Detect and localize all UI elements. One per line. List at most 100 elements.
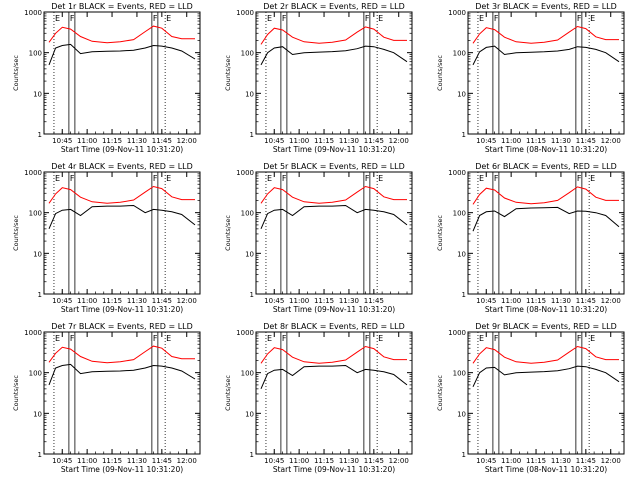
x-tick-label: 11:45: [364, 457, 384, 465]
marker-label: F: [153, 14, 158, 23]
y-tick-label: 1: [462, 131, 466, 139]
series-line: [48, 345, 195, 364]
x-tick-label: 10:45: [52, 137, 72, 145]
x-tick-label: 11:00: [289, 137, 309, 145]
x-tick-label: 11:30: [551, 457, 571, 465]
y-tick-label: 10: [33, 90, 42, 98]
x-tick-label: 11:00: [289, 297, 309, 305]
marker-label: E: [378, 334, 383, 343]
y-tick-label: 1000: [448, 9, 466, 17]
y-tick-label: 1000: [24, 329, 42, 337]
marker-label: F: [70, 174, 75, 183]
x-tick-label: 11:45: [364, 297, 384, 305]
x-tick-label: 10:45: [264, 297, 284, 305]
plot-frame: [467, 331, 625, 455]
x-tick-label: 11:45: [576, 137, 596, 145]
series-line: [48, 363, 196, 386]
y-axis-label: Counts/sec: [224, 215, 232, 251]
y-tick-label: 1: [462, 451, 466, 459]
x-axis-label: Start Time (09-Nov-11 10:31:20): [273, 305, 395, 314]
marker-label: F: [153, 174, 158, 183]
series-line: [472, 345, 619, 364]
x-tick-label: 11:45: [364, 137, 384, 145]
x-tick-label: 11:15: [102, 137, 122, 145]
x-axis-label: Start Time (08-Nov-11 10:31:20): [485, 145, 607, 154]
y-tick-label: 10: [457, 90, 466, 98]
x-tick-label: 11:30: [127, 137, 147, 145]
marker-label: E: [590, 174, 595, 183]
series-line: [48, 25, 195, 44]
x-tick-label: 11:00: [501, 297, 521, 305]
panel-3: Det 3r BLACK = Events, RED = LLD 1 10 100 10…: [436, 2, 625, 154]
marker-label: E: [166, 334, 171, 343]
x-tick-label: 11:15: [102, 297, 122, 305]
x-tick-label: 11:30: [339, 297, 359, 305]
y-tick-label: 100: [241, 50, 254, 58]
y-tick-label: 100: [29, 370, 42, 378]
x-tick-label: 11:15: [526, 457, 546, 465]
marker-label: F: [365, 334, 370, 343]
y-tick-label: 100: [453, 210, 466, 218]
series-line: [260, 364, 408, 389]
x-tick-label: 11:00: [77, 457, 97, 465]
x-tick-label: 10:45: [52, 457, 72, 465]
y-axis-label: Counts/sec: [224, 375, 232, 411]
chart-title: Det 1r BLACK = Events, RED = LLD: [51, 2, 193, 11]
chart-title: Det 7r BLACK = Events, RED = LLD: [51, 322, 193, 331]
marker-label: F: [282, 174, 287, 183]
y-axis-label: Counts/sec: [436, 55, 444, 91]
chart-title: Det 8r BLACK = Events, RED = LLD: [263, 322, 405, 331]
y-tick-label: 10: [457, 410, 466, 418]
panel-9: Det 9r BLACK = Events, RED = LLD 1 10 100 10…: [436, 322, 625, 474]
x-axis-label: Start Time (08-Nov-11 10:31:20): [485, 465, 607, 474]
plot-frame: [255, 171, 413, 295]
series-line: [472, 206, 620, 232]
x-tick-label: 11:00: [501, 457, 521, 465]
x-tick-label: 10:45: [264, 137, 284, 145]
x-tick-label: 11:00: [77, 137, 97, 145]
marker-label: E: [378, 174, 383, 183]
x-tick-label: 11:00: [289, 457, 309, 465]
marker-label: F: [282, 334, 287, 343]
x-tick-label: 11:15: [314, 297, 334, 305]
panel-6: Det 6r BLACK = Events, RED = LLD 1 10 100 10…: [436, 162, 625, 314]
x-tick-label: 11:45: [152, 297, 172, 305]
x-tick-label: 10:45: [264, 457, 284, 465]
y-tick-label: 10: [457, 250, 466, 258]
x-axis-label: Start Time (09-Nov-11 10:31:20): [61, 465, 183, 474]
y-tick-label: 100: [29, 50, 42, 58]
x-axis-label: Start Time (08-Nov-11 10:31:20): [485, 305, 607, 314]
y-axis-label: Counts/sec: [12, 55, 20, 91]
plot-frame: [255, 11, 413, 135]
marker-label: E: [479, 174, 484, 183]
marker-label: F: [494, 334, 499, 343]
x-tick-label: 11:30: [551, 297, 571, 305]
marker-label: E: [55, 174, 60, 183]
plot-frame: [467, 171, 625, 295]
series-line: [472, 45, 620, 66]
marker-label: F: [153, 334, 158, 343]
y-tick-label: 1000: [24, 9, 42, 17]
series-line: [472, 186, 619, 205]
x-tick-label: 11:45: [152, 457, 172, 465]
marker-label: F: [494, 174, 499, 183]
x-tick-label: 11:30: [339, 457, 359, 465]
plot-frame: [43, 11, 201, 135]
y-tick-label: 100: [241, 370, 254, 378]
y-tick-label: 1000: [236, 9, 254, 17]
marker-label: F: [577, 174, 582, 183]
x-tick-label: 11:30: [127, 457, 147, 465]
x-axis-label: Start Time (09-Nov-11 10:31:20): [61, 305, 183, 314]
y-tick-label: 1000: [236, 169, 254, 177]
x-tick-label: 11:45: [576, 297, 596, 305]
x-tick-label: 11:45: [576, 457, 596, 465]
x-axis-label: Start Time (09-Nov-11 10:31:20): [273, 145, 395, 154]
marker-label: F: [282, 14, 287, 23]
marker-label: E: [267, 14, 272, 23]
y-axis-label: Counts/sec: [436, 215, 444, 251]
y-axis-label: Counts/sec: [436, 375, 444, 411]
panel-4: Det 4r BLACK = Events, RED = LLD 1 10 100 10…: [12, 162, 201, 314]
marker-label: F: [577, 14, 582, 23]
y-tick-label: 1: [38, 131, 42, 139]
y-tick-label: 10: [245, 250, 254, 258]
